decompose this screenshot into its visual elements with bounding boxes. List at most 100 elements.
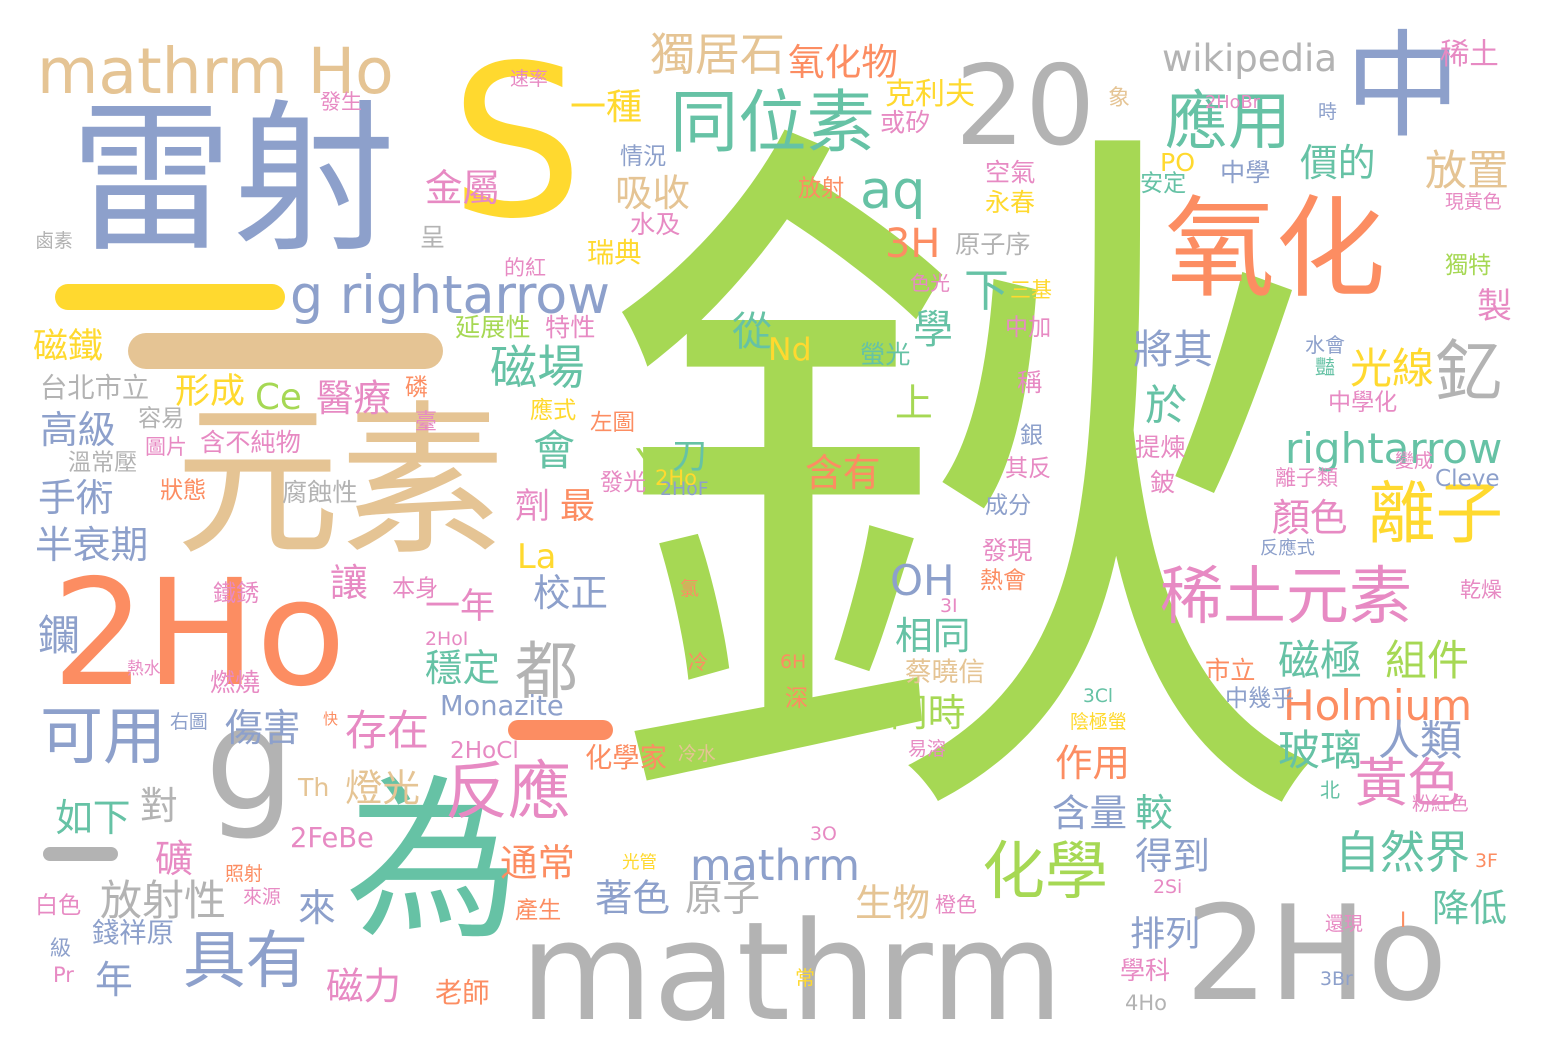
word-45-cjk: 放置 xyxy=(1425,146,1510,195)
word-16-cjk: 應用 xyxy=(1165,85,1291,158)
word-158-cjk: 離子類 xyxy=(1275,466,1338,490)
word-35-mathrm: mathrm xyxy=(690,841,860,891)
word-127-cjk: 情況 xyxy=(620,144,667,170)
word-165-6h: 6H xyxy=(780,651,807,673)
word-64-cjk: 醫療 xyxy=(316,376,391,420)
word-147-cjk: 豔 xyxy=(1315,355,1335,379)
word-172-cjk: 本身 xyxy=(392,576,439,602)
dash-tan xyxy=(128,333,443,369)
word-47-cjk: 永春 xyxy=(985,188,1035,217)
word-192-4ho: 4Ho xyxy=(1125,991,1167,1015)
word-79-cjk: 穩定 xyxy=(425,646,500,690)
word-38-cjk: 玻璃 xyxy=(1278,726,1363,775)
word-78-cjk: 相同 xyxy=(895,614,971,658)
word-17-aq: aq xyxy=(860,160,926,221)
word-182-cjk: 光管 xyxy=(622,853,657,873)
word-129-cjk: 發生 xyxy=(320,90,362,114)
word-195-cjk: 級 xyxy=(50,936,71,960)
word-114-cjk: 含不純物 xyxy=(200,428,301,457)
word-194-cjk: 還現 xyxy=(1325,913,1363,935)
word-10-g: g xyxy=(205,678,295,843)
word-148-cjk: 中學化 xyxy=(1328,390,1398,416)
word-189-cjk: 產生 xyxy=(515,898,562,924)
word-106-cjk: 化學家 xyxy=(585,743,667,774)
word-122-cjk: 瑞典 xyxy=(587,238,642,269)
word-153-cjk: 成分 xyxy=(985,493,1032,519)
word-188-cjk: 白色 xyxy=(35,893,82,919)
word-70-cjk: 含有 xyxy=(805,451,881,495)
dash-orange xyxy=(508,720,613,740)
word-43-cjk: 克利夫 xyxy=(885,77,975,112)
word-198-cjk: 右圖 xyxy=(170,711,208,733)
word-139-cjk: 獨特 xyxy=(1445,253,1492,279)
word-82-cjk: 同時 xyxy=(890,691,966,735)
word-90-cjk: 燈光 xyxy=(345,766,420,810)
word-91-cjk: 通常 xyxy=(500,841,575,885)
word-58-cjk: 釔 xyxy=(1435,334,1504,413)
word-181-3o: 3O xyxy=(810,823,837,845)
word-191-cjk: 常 xyxy=(795,966,815,990)
word-29-cjk: 可用 xyxy=(40,700,166,773)
word-37-cjk: 組件 xyxy=(1385,636,1470,685)
word-44-cjk: 價的 xyxy=(1300,141,1376,185)
word-66-cjk: 高級 xyxy=(40,408,116,452)
word-19-cjk: 獨居石 xyxy=(650,28,785,81)
word-107-cjk: 鑭 xyxy=(38,611,81,660)
word-116-cjk: 磷 xyxy=(405,375,429,401)
word-146-cjk: 水會 xyxy=(1305,333,1345,357)
word-170-cjk: 燃燒 xyxy=(210,668,260,697)
word-190-cjk: 學科 xyxy=(1120,956,1170,985)
word-117-cjk: 臺 xyxy=(415,410,437,435)
word-101-cjk: 錢祥原 xyxy=(92,918,174,949)
word-73-cjk: 劑 xyxy=(515,487,550,527)
word-184-2si: 2Si xyxy=(1153,876,1183,898)
word-121-cjk: 延展性 xyxy=(455,313,531,342)
word-12-mathrm: mathrm xyxy=(520,893,1064,1052)
word-97-cjk: 磁力 xyxy=(326,964,401,1008)
word-169-cjk: 熱水 xyxy=(127,658,161,678)
word-27-cjk: 化學 xyxy=(982,835,1108,908)
word-120-cjk: 特性 xyxy=(545,313,596,342)
word-34-cjk: 自然界 xyxy=(1335,826,1470,879)
word-69-oh: OH xyxy=(890,556,955,605)
word-112-cjk: 溫常壓 xyxy=(68,450,138,476)
word-48-cjk: 下 xyxy=(964,264,1009,317)
word-41-cjk: 金屬 xyxy=(425,166,500,210)
word-105-monazite: Monazite xyxy=(440,691,564,722)
word-11-cjk: 為 xyxy=(345,761,520,964)
word-98-cjk: 年 xyxy=(95,958,133,1002)
word-99-cjk: 排列 xyxy=(1130,915,1200,955)
word-32-holmium: Holmium xyxy=(1283,681,1473,730)
word-14-cjk: 氧化 xyxy=(1165,186,1386,314)
word-161-2hof: 2HoF xyxy=(660,478,709,500)
word-138-cjk: 現黃色 xyxy=(1445,191,1502,213)
word-176-cjk: 陰極螢 xyxy=(1070,711,1127,733)
word-52-cjk: 磁場 xyxy=(490,341,585,396)
word-140-cjk: 三基 xyxy=(1010,278,1052,302)
word-71-cjk: 顏色 xyxy=(1272,496,1348,540)
word-141-cjk: 中加 xyxy=(1005,315,1052,341)
word-162-cjk: 發光 xyxy=(600,470,647,496)
word-65-cjk: 上 xyxy=(895,381,933,425)
word-168-cjk: 快 xyxy=(323,710,338,728)
word-183-th: Th xyxy=(298,773,330,802)
word-81-cjk: 傷害 xyxy=(225,706,301,750)
word-24-cjk: 稀土元素 xyxy=(1160,560,1412,633)
word-132-po: PO xyxy=(1160,148,1196,177)
word-155-cjk: 熱會 xyxy=(980,568,1027,594)
word-94-cjk: 生物 xyxy=(855,881,930,925)
word-185-3f: 3F xyxy=(1475,850,1498,872)
word-163-3i: 3I xyxy=(940,595,958,617)
word-75-cjk: 校正 xyxy=(533,571,608,615)
word-59-cjk: 將其 xyxy=(1133,327,1213,373)
word-74-la: La xyxy=(517,537,557,576)
word-124-cjk: 呈 xyxy=(420,223,445,252)
word-77-cjk: 讓 xyxy=(330,561,368,605)
word-28-cjk: 具有 xyxy=(183,924,308,997)
word-154-cjk: 發現 xyxy=(982,536,1033,565)
word-196-pr: Pr xyxy=(53,963,74,987)
word-86-cjk: 得到 xyxy=(1135,834,1210,878)
word-88-cjk: 對 xyxy=(140,784,178,828)
word-177-cjk: 易溶 xyxy=(908,738,946,760)
